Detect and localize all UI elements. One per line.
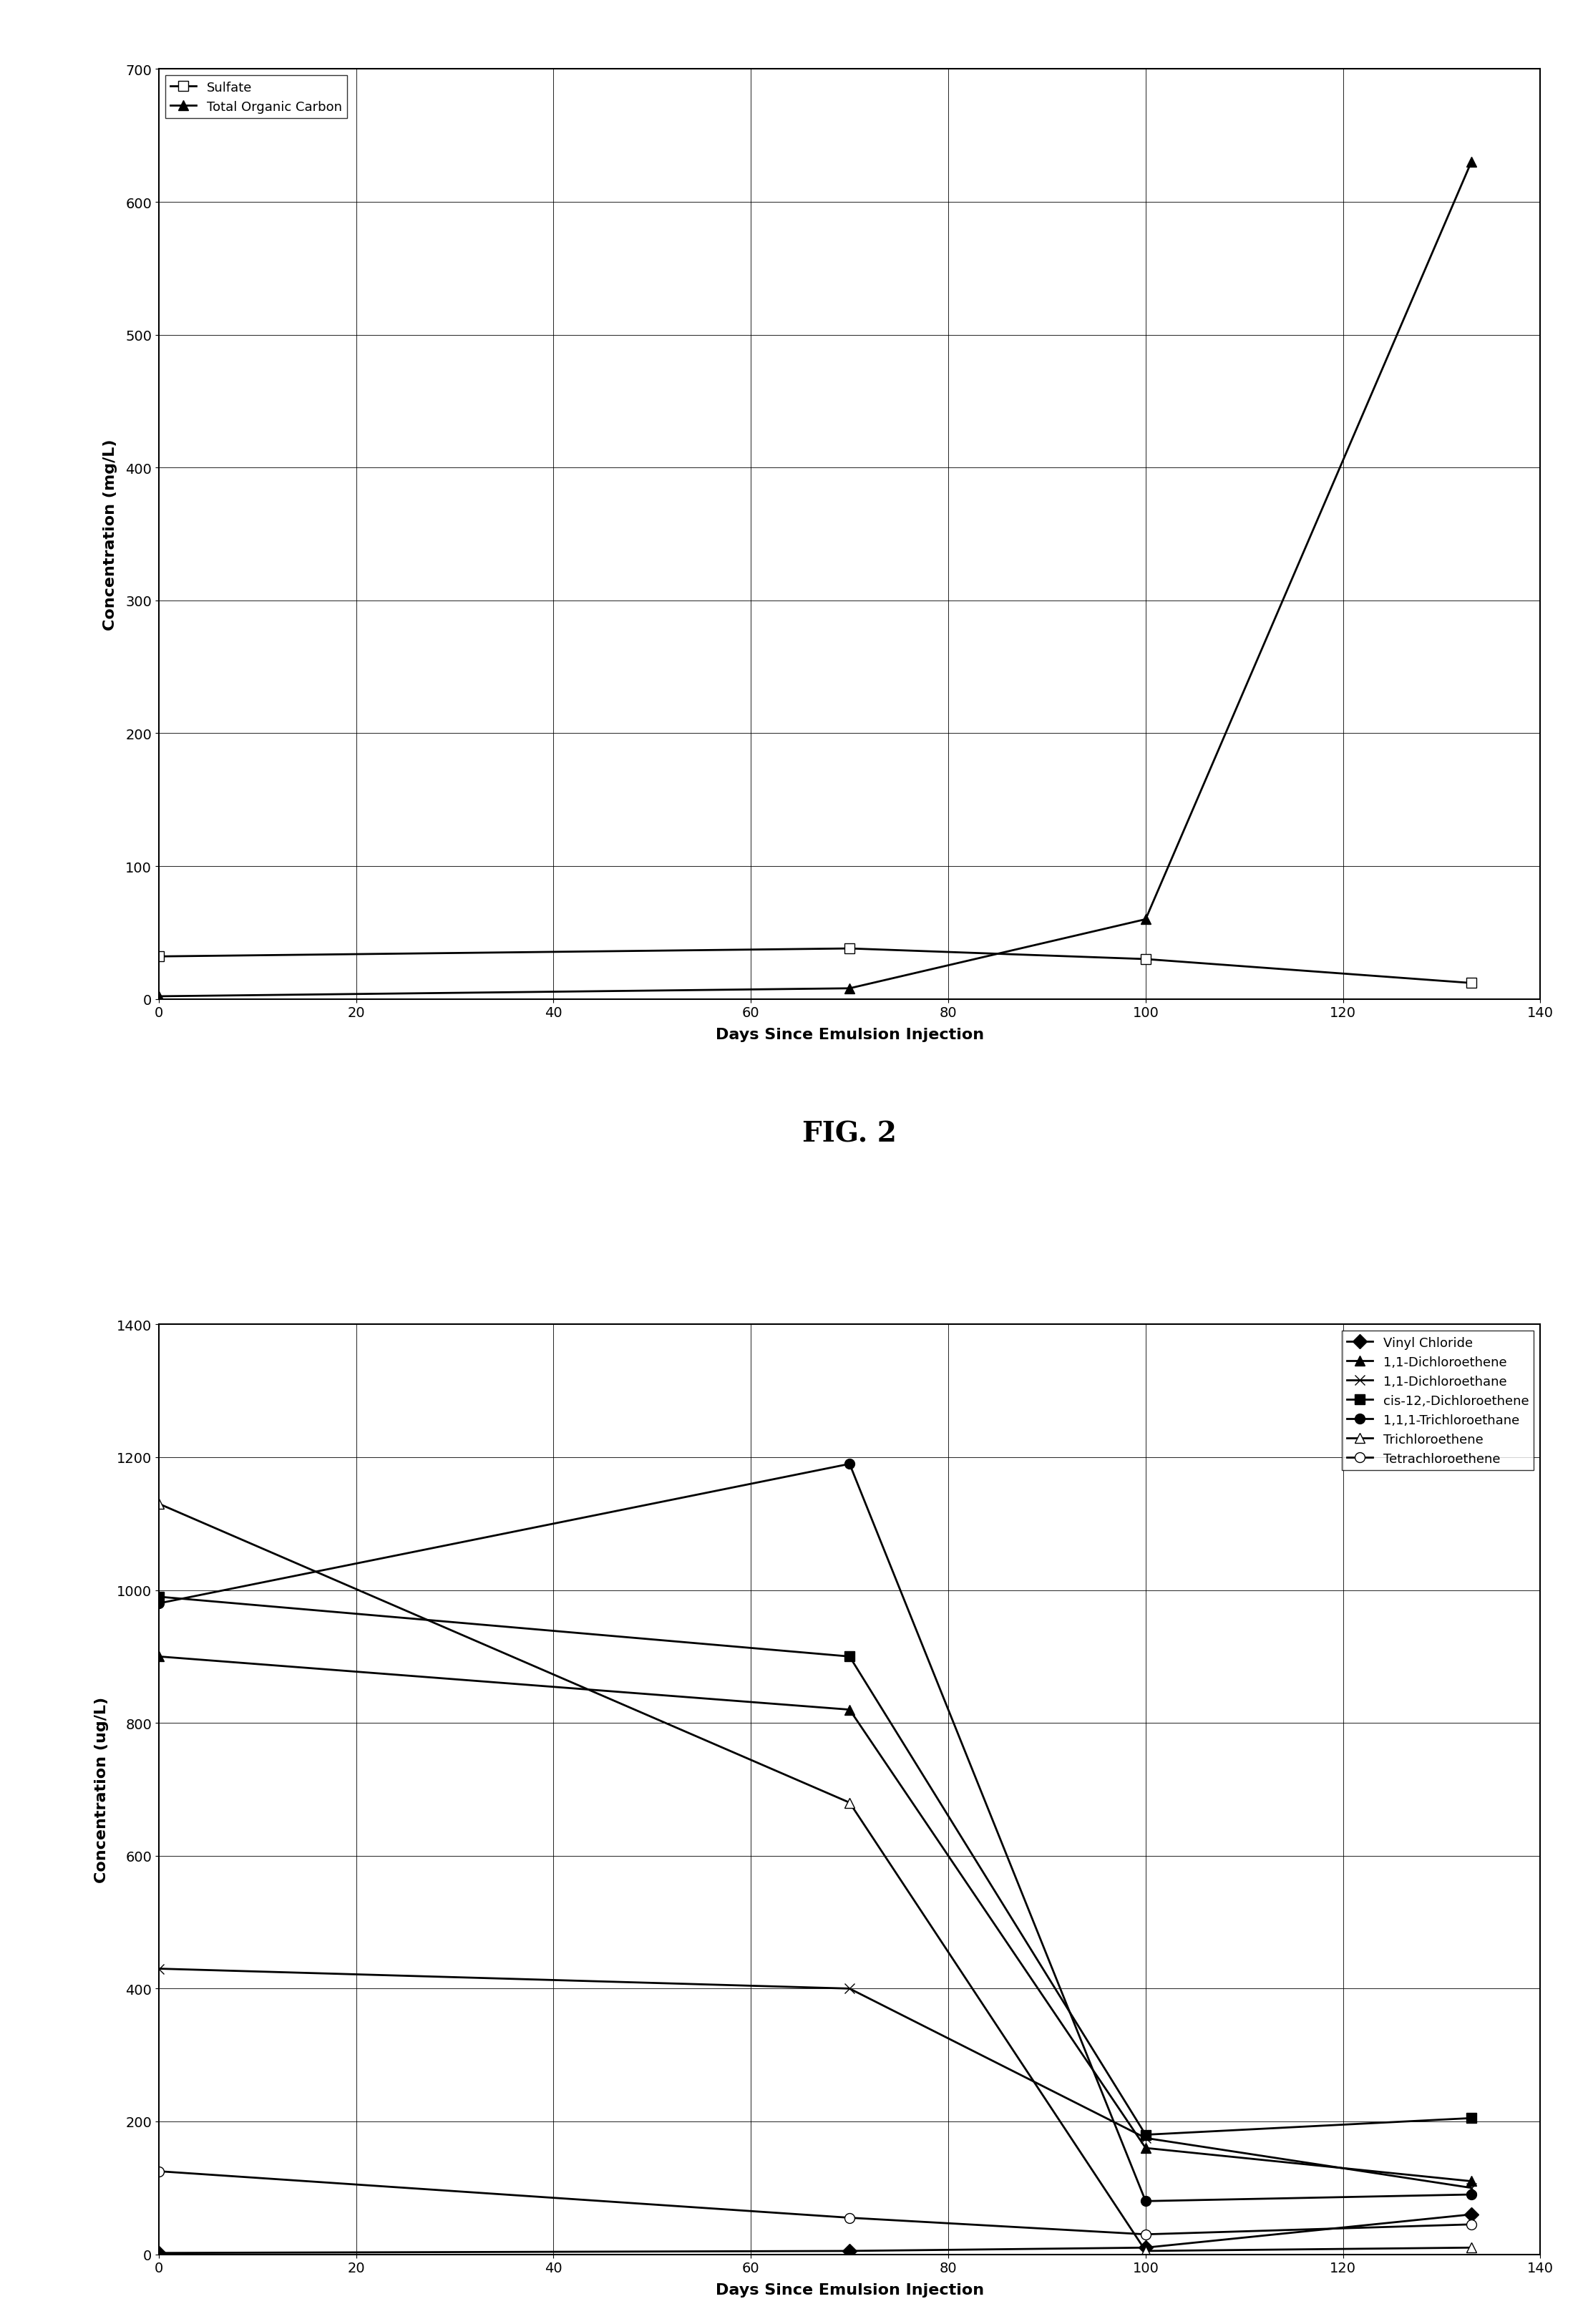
Total Organic Carbon [149,983,168,1011]
1,1-Dichloroethane [840,1975,859,2003]
Vinyl Chloride [1461,2201,1480,2229]
1,1-Dichloroethene [1461,2168,1480,2196]
cis-12,-Dichloroethene [149,1583,168,1611]
Y-axis label: Concentration (mg/L): Concentration (mg/L) [103,439,118,630]
1,1,1-Trichloroethane [1461,2180,1480,2208]
Sulfate [149,944,168,971]
Line: Tetrachloroethene: Tetrachloroethene [154,2166,1477,2240]
Tetrachloroethene [840,2203,859,2231]
1,1-Dichloroethene [1135,2133,1154,2161]
1,1,1-Trichloroethane [149,1590,168,1618]
Line: Sulfate: Sulfate [154,944,1477,988]
Line: 1,1-Dichloroethane: 1,1-Dichloroethane [154,1964,1477,2194]
Legend: Sulfate, Total Organic Carbon: Sulfate, Total Organic Carbon [165,77,348,119]
Vinyl Chloride [840,2238,859,2266]
Sulfate [1461,969,1480,997]
1,1-Dichloroethane [1461,2173,1480,2201]
Tetrachloroethene [1461,2210,1480,2238]
Total Organic Carbon [1461,149,1480,177]
1,1-Dichloroethane [149,1954,168,1982]
Line: Trichloroethene: Trichloroethene [154,1499,1477,2257]
Sulfate [1135,946,1154,974]
Line: Total Organic Carbon: Total Organic Carbon [154,158,1477,1002]
Vinyl Chloride [1135,2233,1154,2261]
Line: Vinyl Chloride: Vinyl Chloride [154,2210,1477,2259]
Trichloroethene [1135,2238,1154,2266]
Line: 1,1,1-Trichloroethane: 1,1,1-Trichloroethane [154,1459,1477,2205]
1,1-Dichloroethene [840,1697,859,1724]
1,1-Dichloroethane [1135,2124,1154,2152]
Sulfate [840,934,859,962]
X-axis label: Days Since Emulsion Injection: Days Since Emulsion Injection [715,2282,985,2296]
cis-12,-Dichloroethene [840,1643,859,1671]
Line: cis-12,-Dichloroethene: cis-12,-Dichloroethene [154,1592,1477,2140]
X-axis label: Days Since Emulsion Injection: Days Since Emulsion Injection [715,1027,985,1041]
1,1-Dichloroethene [149,1643,168,1671]
cis-12,-Dichloroethene [1461,2103,1480,2131]
1,1,1-Trichloroethane [1135,2187,1154,2215]
Trichloroethene [1461,2233,1480,2261]
Legend: Vinyl Chloride, 1,1-Dichloroethene, 1,1-Dichloroethane, cis-12,-Dichloroethene, : Vinyl Chloride, 1,1-Dichloroethene, 1,1-… [1342,1332,1534,1471]
Tetrachloroethene [1135,2219,1154,2247]
Tetrachloroethene [149,2157,168,2185]
Total Organic Carbon [1135,906,1154,934]
Vinyl Chloride [149,2238,168,2266]
1,1,1-Trichloroethane [840,1450,859,1478]
Total Organic Carbon [840,974,859,1002]
Trichloroethene [840,1789,859,1817]
Line: 1,1-Dichloroethene: 1,1-Dichloroethene [154,1652,1477,2187]
Trichloroethene [149,1490,168,1518]
cis-12,-Dichloroethene [1135,2122,1154,2150]
Text: FIG. 2: FIG. 2 [802,1120,897,1148]
Y-axis label: Concentration (ug/L): Concentration (ug/L) [94,1697,108,1882]
